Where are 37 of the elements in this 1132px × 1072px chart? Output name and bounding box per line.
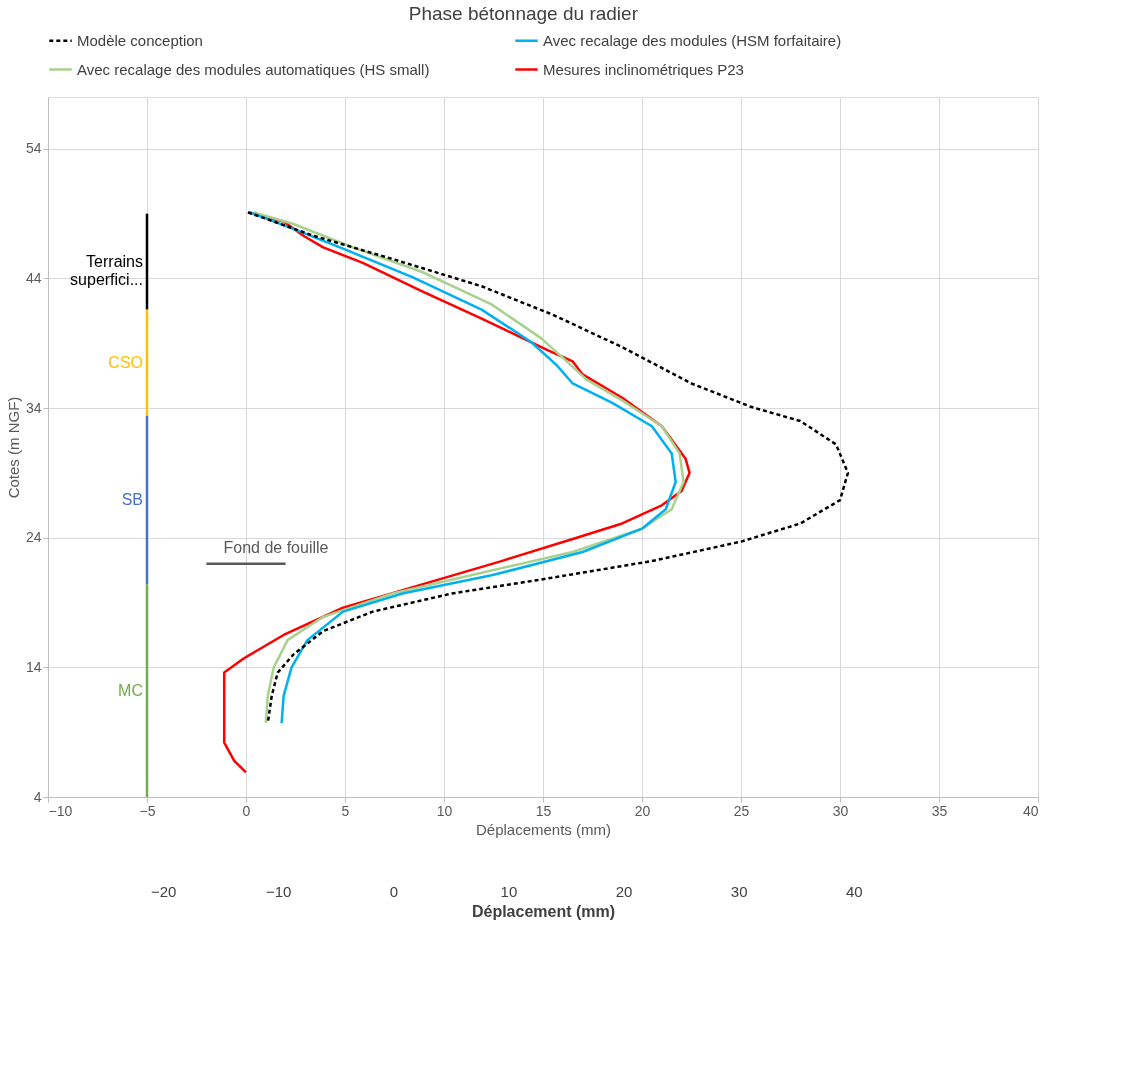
legend-label: Avec recalage des modules automatiques (HS small) — [77, 60, 430, 78]
y-tick-label: 14 — [25, 658, 42, 675]
y-tick-label: 4 — [33, 788, 42, 805]
x-tick-label: 10 — [436, 802, 453, 819]
x-tick-label: 5 — [341, 802, 350, 819]
y-tick-label: 54 — [25, 140, 42, 157]
annotation: Fond de fouille — [223, 538, 329, 556]
annotation: CSO — [108, 353, 143, 371]
x2-tick-label: 20 — [615, 882, 633, 900]
x-tick-label: 25 — [733, 802, 750, 819]
legend-label: Avec recalage des modules (HSM forfaitaire) — [543, 31, 842, 49]
y-axis-title: Cotes (m NGF) — [4, 396, 22, 499]
x2-tick-label: 40 — [845, 882, 863, 900]
x-tick-label: −10 — [48, 802, 73, 819]
x2-tick-label: 0 — [389, 882, 399, 900]
annotation: Terrains superfici... — [70, 252, 143, 288]
x-tick-label: 35 — [931, 802, 948, 819]
x-tick-label: −5 — [139, 802, 156, 819]
x-tick-label: 30 — [832, 802, 849, 819]
x-tick-label: 20 — [634, 802, 651, 819]
x2-tick-label: −10 — [266, 882, 292, 900]
y-tick-label: 34 — [25, 399, 42, 416]
x-tick-label: 15 — [535, 802, 552, 819]
y-tick-label: 24 — [25, 529, 42, 546]
legend-label: Modèle conception — [77, 31, 203, 49]
chart-title: Phase bétonnage du radier — [408, 3, 639, 24]
y-tick-label: 44 — [25, 269, 42, 286]
annotation: SB — [121, 491, 143, 509]
x2-tick-label: −20 — [150, 882, 177, 900]
x-tick-label: 40 — [1022, 802, 1039, 819]
legend-label: Mesures inclinométriques P23 — [543, 60, 744, 78]
x2-axis-title: Déplacement (mm) — [471, 902, 616, 920]
x-tick-label: 0 — [242, 802, 251, 819]
annotation: MC — [118, 681, 143, 699]
x2-tick-label: 30 — [730, 882, 748, 900]
x2-tick-label: 10 — [500, 882, 518, 900]
x-axis-title: Déplacements (mm) — [475, 820, 612, 838]
